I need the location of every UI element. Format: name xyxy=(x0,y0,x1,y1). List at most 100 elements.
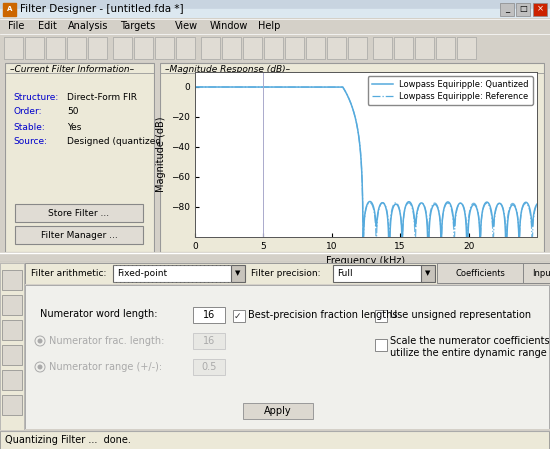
Lowpass Equiripple: Quantized: (24.5, -83): Quantized: (24.5, -83) xyxy=(527,209,534,214)
Text: Numerator word length:: Numerator word length: xyxy=(40,309,157,319)
Bar xyxy=(155,37,174,59)
Lowpass Equiripple: Reference: (25, -78.4): Reference: (25, -78.4) xyxy=(534,202,540,207)
Lowpass Equiripple: Quantized: (25, -78.1): Quantized: (25, -78.1) xyxy=(534,202,540,207)
Text: Targets: Targets xyxy=(120,21,155,31)
Circle shape xyxy=(35,336,45,346)
Bar xyxy=(193,333,225,349)
Text: Numerator range (+/-):: Numerator range (+/-): xyxy=(49,362,162,372)
Bar xyxy=(201,37,220,59)
Text: Input/Output: Input/Output xyxy=(532,269,550,277)
Lowpass Equiripple: Reference: (21.8, -99.6): Reference: (21.8, -99.6) xyxy=(490,233,497,239)
Legend: Lowpass Equiripple: Quantized, Lowpass Equiripple: Reference: Lowpass Equiripple: Quantized, Lowpass E… xyxy=(367,76,533,105)
Lowpass Equiripple: Quantized: (10.7, 0): Quantized: (10.7, 0) xyxy=(338,84,344,90)
Y-axis label: Magnitude (dB): Magnitude (dB) xyxy=(156,117,166,192)
Bar xyxy=(88,37,107,59)
Text: 0.5: 0.5 xyxy=(201,362,217,372)
Bar xyxy=(375,310,387,322)
Bar xyxy=(46,37,65,59)
Bar xyxy=(457,37,476,59)
Bar xyxy=(375,339,387,351)
Bar xyxy=(500,3,514,16)
Bar xyxy=(2,395,22,415)
Lowpass Equiripple: Reference: (4.33, 0): Reference: (4.33, 0) xyxy=(251,84,257,90)
Bar xyxy=(3,3,16,16)
Bar xyxy=(437,263,523,283)
Text: Analysis: Analysis xyxy=(68,21,108,31)
Lowpass Equiripple: Reference: (0, 0): Reference: (0, 0) xyxy=(192,84,199,90)
Text: Use unsigned representation: Use unsigned representation xyxy=(390,310,531,320)
Text: ▼: ▼ xyxy=(235,270,241,276)
Text: Best-precision fraction lengths: Best-precision fraction lengths xyxy=(248,310,398,320)
Lowpass Equiripple: Reference: (10.7, 0): Reference: (10.7, 0) xyxy=(338,84,344,90)
Text: ×: × xyxy=(536,4,543,13)
X-axis label: Frequency (kHz): Frequency (kHz) xyxy=(327,256,405,266)
Bar xyxy=(113,37,132,59)
Text: Quantizing Filter ...  done.: Quantizing Filter ... done. xyxy=(5,435,131,445)
Text: File: File xyxy=(8,21,24,31)
Text: Fixed-point: Fixed-point xyxy=(117,269,167,277)
Text: Yes: Yes xyxy=(67,123,81,132)
Text: Structure:: Structure: xyxy=(13,92,58,101)
Lowpass Equiripple: Reference: (2.85, 0): Reference: (2.85, 0) xyxy=(230,84,237,90)
Bar xyxy=(193,359,225,375)
Bar xyxy=(523,263,550,283)
Bar xyxy=(2,320,22,340)
Bar xyxy=(4,37,23,59)
Circle shape xyxy=(37,339,42,343)
Text: Order:: Order: xyxy=(13,107,41,116)
Line: Lowpass Equiripple: Quantized: Lowpass Equiripple: Quantized xyxy=(195,87,537,267)
Bar xyxy=(113,265,233,282)
Text: Coefficients: Coefficients xyxy=(455,269,505,277)
Text: utilize the entire dynamic range: utilize the entire dynamic range xyxy=(390,348,547,358)
Bar xyxy=(134,37,153,59)
Bar xyxy=(222,37,241,59)
Text: Scale the numerator coefficients to fully: Scale the numerator coefficients to full… xyxy=(390,336,550,346)
Lowpass Equiripple: Quantized: (4.33, 0): Quantized: (4.33, 0) xyxy=(251,84,257,90)
Bar xyxy=(533,3,547,16)
Lowpass Equiripple: Quantized: (2.85, 0): Quantized: (2.85, 0) xyxy=(230,84,237,90)
Bar xyxy=(243,37,262,59)
Text: ✓: ✓ xyxy=(234,312,241,321)
Bar xyxy=(15,226,143,244)
Lowpass Equiripple: Reference: (12.3, -120): Reference: (12.3, -120) xyxy=(360,264,366,270)
Text: View: View xyxy=(175,21,198,31)
Bar xyxy=(176,37,195,59)
Bar xyxy=(2,370,22,390)
Text: –Magnitude Response (dB)–: –Magnitude Response (dB)– xyxy=(165,65,290,74)
Bar xyxy=(394,37,413,59)
Bar xyxy=(436,37,455,59)
Bar xyxy=(67,37,86,59)
Lowpass Equiripple: Reference: (9.59, 0): Reference: (9.59, 0) xyxy=(323,84,329,90)
Bar xyxy=(264,37,283,59)
Bar xyxy=(421,265,435,282)
Bar xyxy=(231,265,245,282)
Text: Stable:: Stable: xyxy=(13,123,45,132)
Bar xyxy=(285,37,304,59)
Text: Store Filter ...: Store Filter ... xyxy=(48,208,109,217)
Text: 16: 16 xyxy=(203,336,215,346)
Bar xyxy=(2,295,22,315)
Text: Numerator frac. length:: Numerator frac. length: xyxy=(49,336,164,346)
Text: Source:: Source: xyxy=(13,137,47,146)
Bar xyxy=(373,37,392,59)
Bar xyxy=(327,37,346,59)
Bar xyxy=(243,403,313,419)
Bar xyxy=(348,37,367,59)
Text: _: _ xyxy=(505,4,509,13)
Bar xyxy=(2,270,22,290)
Bar xyxy=(15,204,143,222)
Text: ▼: ▼ xyxy=(425,270,431,276)
Text: Filter arithmetic:: Filter arithmetic: xyxy=(31,269,106,277)
Text: A: A xyxy=(7,6,12,12)
Lowpass Equiripple: Quantized: (12.3, -120): Quantized: (12.3, -120) xyxy=(360,264,366,270)
Text: □: □ xyxy=(519,4,527,13)
Text: Direct-Form FIR: Direct-Form FIR xyxy=(67,92,137,101)
Text: Designed (quantized): Designed (quantized) xyxy=(67,137,164,146)
Text: 50: 50 xyxy=(67,107,79,116)
Text: Window: Window xyxy=(210,21,249,31)
Bar xyxy=(25,37,44,59)
Text: Full: Full xyxy=(337,269,353,277)
Line: Lowpass Equiripple: Reference: Lowpass Equiripple: Reference xyxy=(195,87,537,267)
Circle shape xyxy=(35,362,45,372)
Text: Filter precision:: Filter precision: xyxy=(251,269,321,277)
